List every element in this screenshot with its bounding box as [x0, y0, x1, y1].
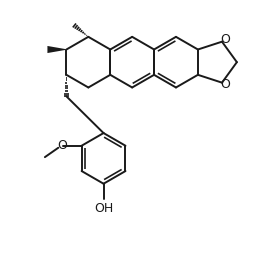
Text: O: O [220, 33, 230, 46]
Text: O: O [220, 78, 230, 91]
Text: OH: OH [94, 202, 113, 215]
Polygon shape [48, 46, 66, 53]
Text: O: O [58, 139, 68, 152]
